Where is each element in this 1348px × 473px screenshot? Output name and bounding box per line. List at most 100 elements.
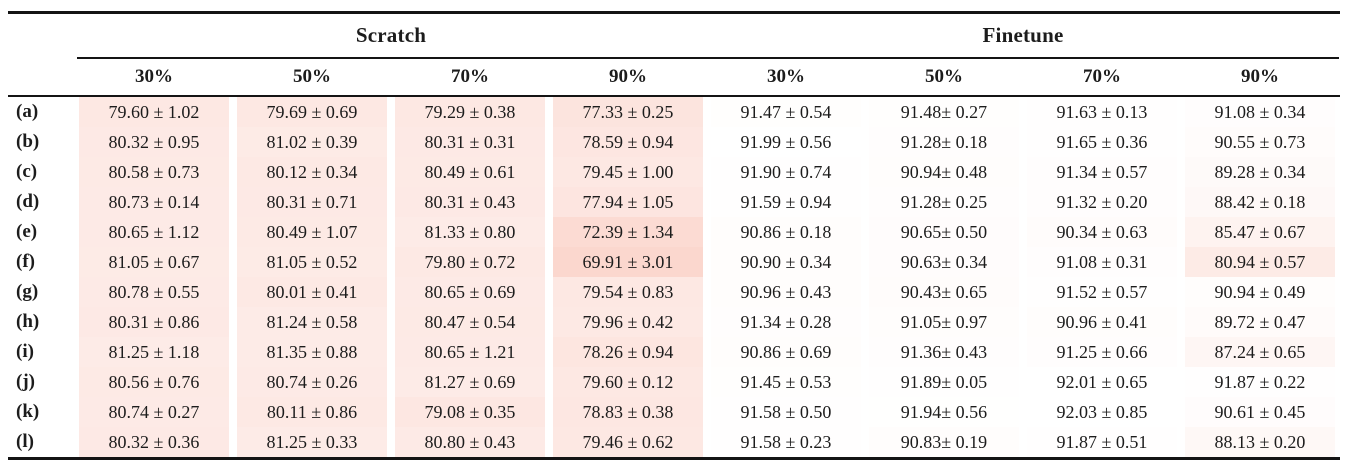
cell-value: 79.96 ± 0.42 (553, 307, 703, 337)
cell-value: 89.72 ± 0.47 (1185, 307, 1335, 337)
table-cell: 81.35 ± 0.88 (233, 337, 391, 367)
cell-value: 91.58 ± 0.23 (711, 427, 861, 457)
group-header-finetune: Finetune (982, 23, 1064, 47)
cell-value: 80.47 ± 0.54 (395, 307, 545, 337)
table-cell: 90.94± 0.48 (865, 157, 1023, 187)
table-body: (a) 79.60 ± 1.02 79.69 ± 0.69 79.29 ± 0.38 7… (0, 97, 1348, 457)
table-cell: 90.96 ± 0.43 (707, 277, 865, 307)
cell-value: 79.60 ± 1.02 (79, 97, 229, 127)
table-cell: 79.69 ± 0.69 (233, 97, 391, 127)
cell-value: 80.01 ± 0.41 (237, 277, 387, 307)
table-cell: 87.24 ± 0.65 (1181, 337, 1339, 367)
cell-value: 91.87 ± 0.22 (1185, 367, 1335, 397)
table-cell: 79.96 ± 0.42 (549, 307, 707, 337)
cell-value: 91.87 ± 0.51 (1027, 427, 1177, 457)
table-cell: 89.28 ± 0.34 (1181, 157, 1339, 187)
table-cell: 79.60 ± 0.12 (549, 367, 707, 397)
table-cell: 91.65 ± 0.36 (1023, 127, 1181, 157)
table-cell: 80.80 ± 0.43 (391, 427, 549, 457)
table-cell: 80.49 ± 1.07 (233, 217, 391, 247)
cell-value: 79.29 ± 0.38 (395, 97, 545, 127)
table-cell: 80.74 ± 0.27 (75, 397, 233, 427)
cell-value: 80.12 ± 0.34 (237, 157, 387, 187)
cell-value: 91.45 ± 0.53 (711, 367, 861, 397)
cell-value: 91.58 ± 0.50 (711, 397, 861, 427)
table-cell: 92.01 ± 0.65 (1023, 367, 1181, 397)
cell-value: 85.47 ± 0.67 (1185, 217, 1335, 247)
table-cell: 80.74 ± 0.26 (233, 367, 391, 397)
table-cell: 80.65 ± 0.69 (391, 277, 549, 307)
table-cell: 90.34 ± 0.63 (1023, 217, 1181, 247)
table-cell: 85.47 ± 0.67 (1181, 217, 1339, 247)
cell-value: 91.08 ± 0.34 (1185, 97, 1335, 127)
table-cell: 90.83± 0.19 (865, 427, 1023, 457)
row-label: (b) (16, 131, 40, 152)
table-cell: 80.49 ± 0.61 (391, 157, 549, 187)
subheader-row: 30% 50% 70% 90% 30% 50% 70% 90% (0, 59, 1348, 95)
table-row: (f) 81.05 ± 0.67 81.05 ± 0.52 79.80 ± 0.72 6… (0, 247, 1348, 277)
row-label: (d) (16, 191, 40, 212)
cell-value: 80.78 ± 0.55 (79, 277, 229, 307)
cell-value: 81.25 ± 0.33 (237, 427, 387, 457)
table-cell: 72.39 ± 1.34 (549, 217, 707, 247)
table-cell: 78.83 ± 0.38 (549, 397, 707, 427)
row-label: (l) (16, 431, 34, 452)
table-cell: 80.65 ± 1.21 (391, 337, 549, 367)
cell-value: 79.60 ± 0.12 (553, 367, 703, 397)
cell-value: 88.13 ± 0.20 (1185, 427, 1335, 457)
cell-value: 80.65 ± 1.21 (395, 337, 545, 367)
table-cell: 81.25 ± 1.18 (75, 337, 233, 367)
table-cell: 81.27 ± 0.69 (391, 367, 549, 397)
cell-value: 91.48± 0.27 (869, 97, 1019, 127)
table-row: (j) 80.56 ± 0.76 80.74 ± 0.26 81.27 ± 0.69 7… (0, 367, 1348, 397)
table-cell: 80.31 ± 0.71 (233, 187, 391, 217)
cell-value: 78.59 ± 0.94 (553, 127, 703, 157)
column-header-finetune-30: 30% (767, 66, 805, 87)
table-cell: 91.63 ± 0.13 (1023, 97, 1181, 127)
header-bottom-rule (8, 95, 1340, 97)
group-header-underline-rule (77, 57, 1339, 59)
cell-value: 79.80 ± 0.72 (395, 247, 545, 277)
table-cell: 90.86 ± 0.18 (707, 217, 865, 247)
cell-value: 91.47 ± 0.54 (711, 97, 861, 127)
table-cell: 81.02 ± 0.39 (233, 127, 391, 157)
group-header-scratch: Scratch (355, 23, 427, 47)
cell-value: 81.24 ± 0.58 (237, 307, 387, 337)
table-cell: 91.59 ± 0.94 (707, 187, 865, 217)
table-cell: 81.24 ± 0.58 (233, 307, 391, 337)
cell-value: 81.27 ± 0.69 (395, 367, 545, 397)
table-cell: 91.32 ± 0.20 (1023, 187, 1181, 217)
table-cell: 90.94 ± 0.49 (1181, 277, 1339, 307)
cell-value: 92.03 ± 0.85 (1027, 397, 1177, 427)
row-label: (j) (16, 371, 35, 392)
table-cell: 90.96 ± 0.41 (1023, 307, 1181, 337)
cell-value: 91.05± 0.97 (869, 307, 1019, 337)
cell-value: 80.74 ± 0.27 (79, 397, 229, 427)
cell-value: 90.94± 0.48 (869, 157, 1019, 187)
cell-value: 90.90 ± 0.34 (711, 247, 861, 277)
table-cell: 91.08 ± 0.31 (1023, 247, 1181, 277)
cell-value: 80.94 ± 0.57 (1185, 247, 1335, 277)
table-cell: 79.54 ± 0.83 (549, 277, 707, 307)
cell-value: 90.83± 0.19 (869, 427, 1019, 457)
cell-value: 90.94 ± 0.49 (1185, 277, 1335, 307)
table-cell: 91.48± 0.27 (865, 97, 1023, 127)
table-bottom-rule (8, 457, 1340, 460)
column-header-scratch-50: 50% (293, 66, 331, 87)
table-cell: 90.63± 0.34 (865, 247, 1023, 277)
table-cell: 91.36± 0.43 (865, 337, 1023, 367)
table-cell: 81.05 ± 0.67 (75, 247, 233, 277)
cell-value: 89.28 ± 0.34 (1185, 157, 1335, 187)
cell-value: 80.74 ± 0.26 (237, 367, 387, 397)
table-cell: 90.55 ± 0.73 (1181, 127, 1339, 157)
cell-value: 80.32 ± 0.36 (79, 427, 229, 457)
cell-value: 72.39 ± 1.34 (553, 217, 703, 247)
cell-value: 91.32 ± 0.20 (1027, 187, 1177, 217)
cell-value: 92.01 ± 0.65 (1027, 367, 1177, 397)
row-label: (g) (16, 281, 39, 302)
cell-value: 78.26 ± 0.94 (553, 337, 703, 367)
cell-value: 81.02 ± 0.39 (237, 127, 387, 157)
table-cell: 91.89± 0.05 (865, 367, 1023, 397)
table-cell: 79.46 ± 0.62 (549, 427, 707, 457)
